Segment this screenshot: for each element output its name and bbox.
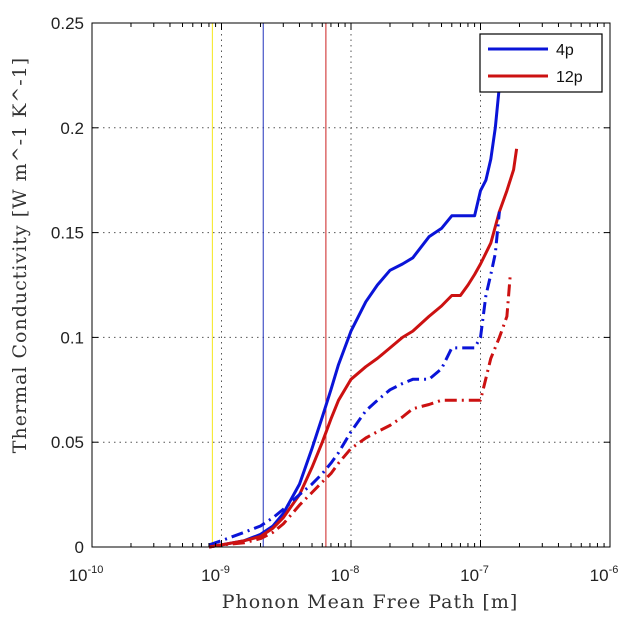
x-tick-label: 10-6 (590, 564, 619, 585)
series-layer (208, 33, 519, 549)
legend: 4p 12p (479, 33, 603, 93)
series-line-1 (208, 33, 503, 549)
legend-box (479, 33, 603, 93)
reference-lines (211, 23, 327, 547)
y-tick-label: 0.2 (60, 119, 84, 138)
y-tick-label: 0.15 (51, 224, 84, 243)
y-tick-label: 0.05 (51, 433, 84, 452)
series-line-3 (208, 211, 501, 547)
grid-layer (92, 23, 610, 547)
legend-label-12p: 12p (556, 69, 583, 86)
y-tick-label: 0.25 (51, 14, 84, 33)
x-tick-label: 10-8 (331, 564, 360, 585)
y-tick-labels: 0 0.05 0.1 0.15 0.2 0.25 (51, 14, 84, 557)
tick-layer (91, 22, 611, 548)
x-tick-label: 10-10 (69, 564, 104, 585)
x-tick-labels: 10-10 10-9 10-8 10-7 10-6 (69, 564, 619, 585)
series-line-2 (208, 148, 519, 549)
x-tick-label: 10-9 (201, 564, 230, 585)
series-line-4 (208, 274, 512, 549)
y-axis-label: Thermal Conductivity [W m^-1 K^-1] (9, 57, 31, 453)
y-tick-label: 0 (75, 538, 84, 557)
x-axis-label: Phonon Mean Free Path [m] (222, 591, 519, 613)
x-tick-label: 10-7 (460, 564, 489, 585)
y-tick-label: 0.1 (60, 328, 84, 347)
legend-label-4p: 4p (556, 42, 574, 59)
